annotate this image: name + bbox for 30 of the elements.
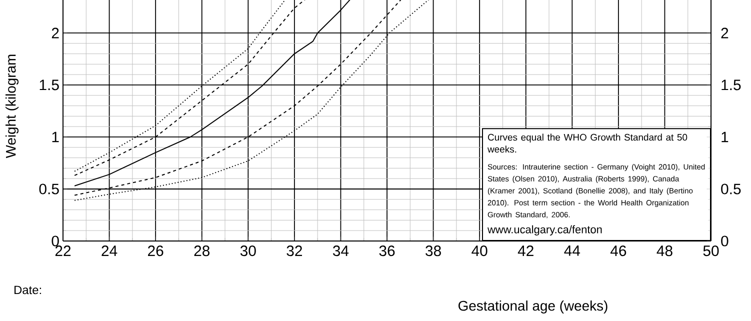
x-tick-label: 48 (656, 246, 672, 256)
x-tick-label: 26 (148, 246, 164, 256)
y-axis-title: Weight (kilogram (6, 54, 19, 158)
x-tick-label: 50 (703, 246, 719, 256)
x-tick-label: 44 (564, 246, 580, 256)
y-tick-label: 1 (52, 132, 59, 142)
x-tick-label: 40 (472, 246, 488, 256)
x-tick-label: 22 (55, 246, 71, 256)
y2-tick-label: 0 (721, 236, 728, 246)
y2-tick-label: 1 (722, 132, 728, 142)
x-tick-label: 24 (102, 246, 118, 256)
y-tick-label: 1.5 (40, 80, 59, 90)
x-tick-label: 28 (194, 246, 210, 256)
x-tick-label: 38 (426, 246, 441, 256)
x-tick-label: 36 (379, 246, 395, 256)
text: Date: (14, 286, 42, 294)
y-tick-label: 2 (52, 28, 59, 38)
x-tick-label: 34 (332, 246, 349, 256)
y2-tick-label: 2 (721, 28, 728, 38)
x-tick-label: 30 (240, 246, 256, 256)
y2-tick-label: 1.5 (722, 80, 741, 90)
annotation: Curves equal the WHO Growth Standard at 50 weeks. (487, 134, 688, 153)
x-tick-label: 42 (518, 246, 534, 256)
y-tick-label: 0.5 (39, 184, 59, 194)
y-tick-label: 0 (52, 236, 59, 246)
x-axis-title: Gestational age (weeks) (458, 300, 608, 314)
y2-tick-label: 0.5 (721, 184, 741, 194)
x-tick-label: 32 (286, 246, 302, 256)
annotation: www.ucalgary.ca/fenton (487, 225, 602, 236)
x-tick-label: 46 (610, 246, 626, 256)
